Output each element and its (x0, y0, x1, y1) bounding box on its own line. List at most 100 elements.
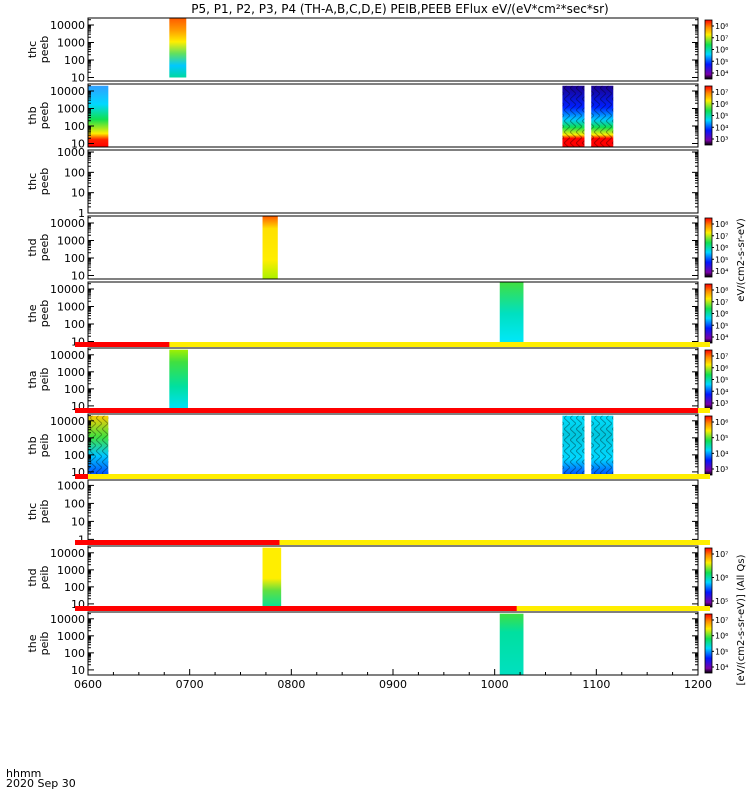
x-tick-label: 0900 (379, 678, 407, 691)
colorbar-tick-label: 10⁵ (715, 255, 728, 264)
colorbar-tick-label: 10⁵ (715, 647, 728, 656)
mode-bar-red (75, 474, 88, 479)
colorbar-tick-label: 10⁷ (715, 88, 728, 97)
y-tick-label: 1000 (57, 146, 85, 159)
y-tick-label: 100 (64, 647, 85, 660)
panel-label-instrument: peib (38, 566, 51, 590)
colorbar-tick-label: 10⁷ (715, 352, 728, 361)
panel-label-instrument: peib (38, 500, 51, 524)
colorbar-tick-label: 10⁵ (715, 376, 728, 385)
panel-thc-peeb: 1 10 100 1000 thc peeb (26, 146, 699, 220)
data-block (262, 216, 278, 279)
panel-label-instrument: peeb (38, 234, 51, 262)
mode-bar-red (75, 408, 698, 413)
y-tick-label: 100 (64, 166, 85, 179)
mode-bar-red (75, 342, 170, 347)
x-tick-label: 0800 (277, 678, 305, 691)
y-tick-label: 1000 (57, 103, 85, 116)
colorbar-tick-label: 10⁴ (715, 663, 728, 672)
y-tick-label: 100 (64, 449, 85, 462)
data-block-texture (88, 415, 109, 477)
panel-thc-peeb: 10 100 1000 10000 thc peeb 10⁴ 10⁵ 10⁶ 10⁷ 10⁸ (26, 17, 728, 85)
panel-label-instrument: peib (38, 434, 51, 458)
y-tick-label: 1000 (57, 479, 85, 492)
panel-label-instrument: peeb (38, 102, 51, 130)
panel-label-probe: thc (26, 41, 39, 58)
y-tick-label: 1000 (57, 630, 85, 643)
panel-label-instrument: peeb (38, 168, 51, 196)
colorbar-tick-label: 10⁴ (715, 449, 728, 458)
colorbar-tick-label: 10⁸ (715, 22, 728, 31)
colorbar-label-electron: eV/(cm2-s-sr-eV) (736, 218, 747, 302)
colorbar-tick-label: 10⁶ (715, 418, 728, 427)
panel-label-instrument: peib (38, 632, 51, 656)
y-tick-label: 1 (78, 533, 85, 546)
panel-label-probe: the (26, 634, 39, 652)
data-block-texture (562, 415, 585, 477)
data-block-texture (591, 85, 614, 147)
data-block (88, 85, 109, 147)
panel-label-instrument: peeb (38, 300, 51, 328)
colorbar-tick-label: 10⁸ (715, 220, 728, 229)
panel-the-peib: 10 100 1000 10000 the peib 10⁴ 10⁵ 10⁶ 10⁷ (26, 606, 728, 677)
colorbar-tick-label: 10⁶ (715, 244, 728, 253)
colorbar-tick-label: 10⁵ (715, 434, 728, 443)
colorbar-tick-label: 10⁶ (715, 310, 728, 319)
y-tick-label: 10 (71, 515, 85, 528)
y-tick-label: 1000 (57, 37, 85, 50)
x-tick-label: 0700 (176, 678, 204, 691)
data-block (499, 282, 524, 345)
colorbar-tick-label: 10³ (715, 135, 728, 144)
panel-label-probe: thb (26, 106, 39, 124)
y-tick-label: 10 (71, 270, 85, 283)
panel-frame (87, 611, 699, 676)
data-block (169, 349, 188, 411)
colorbar-tick-label: 10⁷ (715, 550, 728, 559)
y-tick-label: 100 (64, 497, 85, 510)
mode-bar-red (75, 606, 517, 611)
y-tick-label: 10000 (50, 613, 85, 626)
x-tick-label: 1000 (481, 678, 509, 691)
colorbar-tick-label: 10⁵ (715, 321, 728, 330)
x-tick-label: 0600 (74, 678, 102, 691)
colorbar-tick-label: 10³ (715, 399, 728, 408)
colorbar-tick-label: 10⁷ (715, 34, 728, 43)
y-tick-label: 1000 (57, 235, 85, 248)
colorbar-tick-label: 10⁶ (715, 46, 728, 55)
y-tick-label: 1000 (57, 564, 85, 577)
colorbar (704, 85, 713, 146)
colorbar-label-ion: [eV/(cm2-s-sr-eV)] (All Qs) (736, 554, 747, 685)
colorbar-tick-label: 10⁶ (715, 574, 728, 583)
colorbar-tick-label: 10³ (715, 465, 728, 474)
colorbar-tick-label: 10⁷ (715, 298, 728, 307)
y-tick-label: 10000 (50, 283, 85, 296)
colorbar (704, 349, 713, 410)
panel-frame (87, 281, 699, 346)
chart-title: P5, P1, P2, P3, P4 (TH-A,B,C,D,E) PEIB,P… (191, 2, 608, 16)
colorbar-tick-label: 10⁶ (715, 632, 728, 641)
colorbar-tick-label: 10⁵ (715, 57, 728, 66)
data-block (169, 18, 187, 78)
y-tick-label: 100 (64, 252, 85, 265)
y-tick-label: 10000 (50, 547, 85, 560)
colorbar-tick-label: 10⁶ (715, 364, 728, 373)
panel-label-instrument: peeb (38, 36, 51, 64)
colorbar-tick-label: 10⁴ (715, 123, 728, 132)
colorbar-tick-label: 10⁶ (715, 100, 728, 109)
mode-bar-yellow (75, 474, 710, 479)
panel-frame (87, 479, 699, 544)
x-footer-date: 2020 Sep 30 (6, 777, 76, 790)
colorbar-tick-label: 10⁴ (715, 387, 728, 396)
panel-label-probe: thc (26, 503, 39, 520)
colorbar-tick-label: 10⁵ (715, 112, 728, 121)
y-tick-label: 100 (64, 581, 85, 594)
panel-label-probe: thc (26, 173, 39, 190)
x-footer-unit: hhmm (6, 767, 41, 780)
mode-bar-yellow (75, 342, 710, 347)
colorbar-tick-label: 10⁴ (715, 267, 728, 276)
panel-label-probe: thb (26, 436, 39, 454)
y-tick-label: 100 (64, 383, 85, 396)
panel-label-instrument: peib (38, 368, 51, 392)
